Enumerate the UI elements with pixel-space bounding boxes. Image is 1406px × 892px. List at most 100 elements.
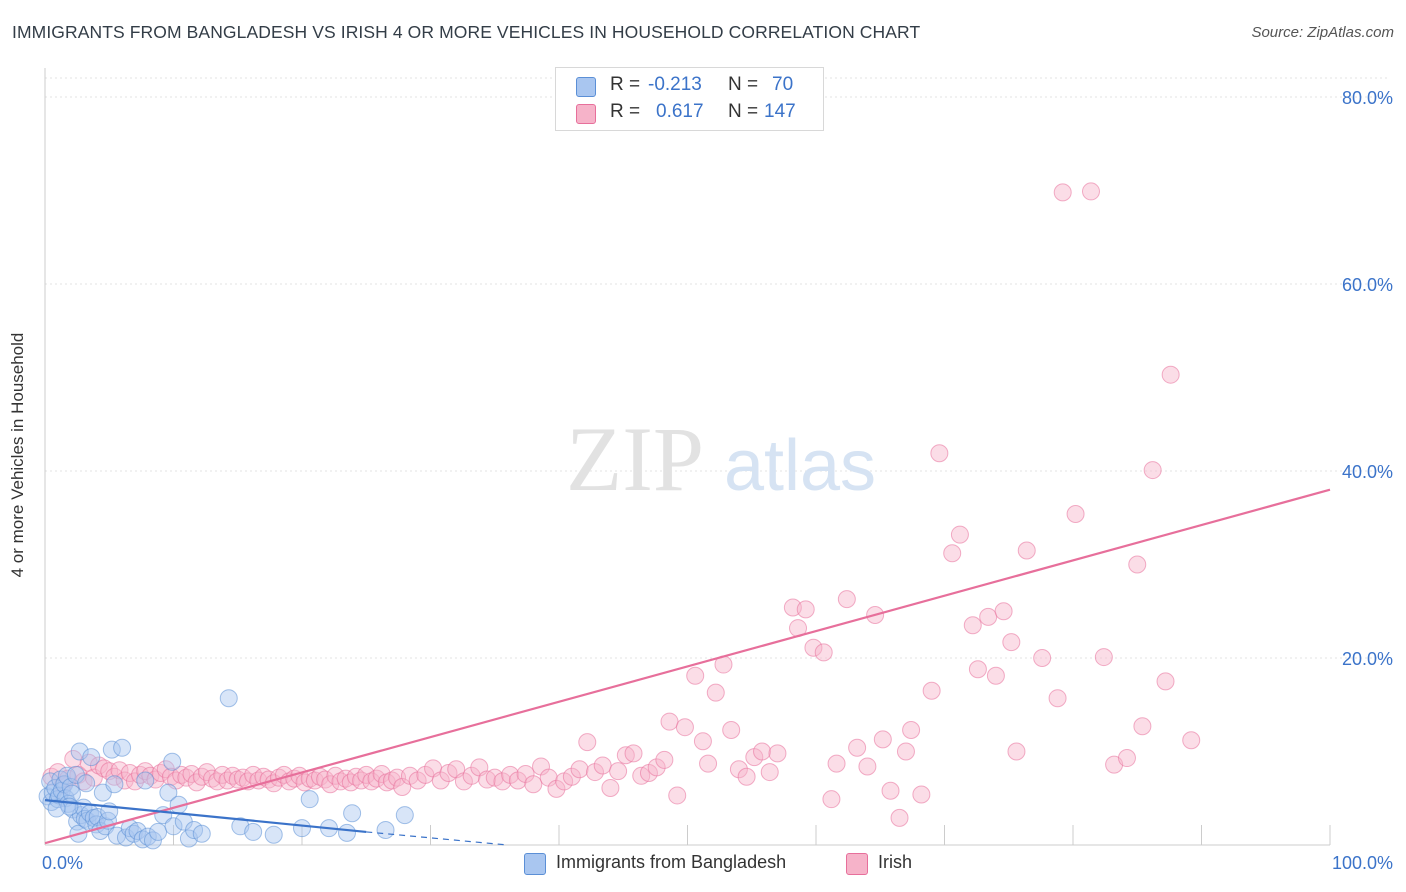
point-irish <box>963 616 982 635</box>
tick-labels: 20.0% 40.0% 60.0% 80.0% 0.0% 100.0% <box>42 88 1393 873</box>
point-irish <box>601 778 620 797</box>
point-irish <box>570 760 589 779</box>
point-bangladesh <box>47 799 66 818</box>
point-irish <box>796 600 815 619</box>
point-irish <box>110 761 129 780</box>
point-irish <box>1002 633 1021 652</box>
point-irish <box>804 638 823 657</box>
point-irish <box>760 763 779 782</box>
point-irish <box>1128 555 1147 574</box>
point-irish <box>624 744 643 763</box>
point-irish <box>968 660 987 679</box>
data-points <box>38 182 1201 850</box>
point-irish <box>578 733 597 752</box>
point-irish <box>693 732 712 751</box>
watermark-atlas: atlas <box>724 426 876 506</box>
point-irish <box>1182 731 1201 750</box>
point-irish <box>372 764 391 783</box>
source-label: Source: ZipAtlas.com <box>1251 24 1394 41</box>
point-irish <box>593 756 612 775</box>
point-irish <box>1033 649 1052 667</box>
point-irish <box>822 790 841 809</box>
point-bangladesh <box>244 822 263 841</box>
point-irish <box>753 742 772 761</box>
point-bangladesh <box>70 742 89 761</box>
point-bangladesh <box>133 830 152 849</box>
trend-line-bangladesh <box>44 799 367 834</box>
point-irish <box>943 544 962 563</box>
point-irish <box>686 666 705 685</box>
point-irish <box>516 764 535 783</box>
point-bangladesh <box>337 823 356 842</box>
correlation-legend: R = -0.213 N = 70 R = 0.617 N = 147 <box>555 67 824 131</box>
point-irish <box>508 771 527 790</box>
point-bangladesh <box>149 822 168 841</box>
point-irish <box>986 666 1005 685</box>
bottom-legend-label-irish: Irish <box>878 852 913 872</box>
point-irish <box>858 757 877 776</box>
point-irish <box>873 730 892 749</box>
point-irish <box>431 771 450 790</box>
point-irish <box>1133 717 1152 736</box>
legend-r-value: -0.213 <box>648 74 702 95</box>
point-irish <box>890 808 909 827</box>
point-irish <box>585 763 604 782</box>
point-irish <box>562 767 581 786</box>
x-tick-label: 0.0% <box>42 853 83 873</box>
point-irish <box>203 769 222 788</box>
point-irish <box>1007 742 1026 761</box>
point-irish <box>675 718 694 737</box>
legend-n-value: 70 <box>772 74 794 95</box>
legend-n-label: N = <box>728 101 759 122</box>
point-irish <box>950 525 969 544</box>
point-irish <box>837 590 856 609</box>
grid-lines <box>45 77 1390 659</box>
point-irish <box>814 643 833 662</box>
point-irish <box>1053 183 1072 202</box>
point-bangladesh <box>163 752 182 771</box>
point-bangladesh <box>164 817 183 836</box>
point-bangladesh <box>300 790 319 809</box>
y-tick-label: 60.0% <box>1342 275 1393 295</box>
watermark: ZIP atlas <box>566 408 876 510</box>
point-irish <box>1081 182 1100 201</box>
point-irish <box>1017 541 1036 560</box>
point-irish <box>1161 365 1180 384</box>
trend-lines <box>44 488 1331 846</box>
legend-r-value: 0.617 <box>656 101 704 122</box>
point-bangladesh <box>376 821 395 840</box>
legend-swatch-irish <box>576 104 596 124</box>
point-bangladesh <box>128 821 147 840</box>
point-irish <box>182 764 201 783</box>
point-irish <box>172 765 191 784</box>
point-irish <box>493 772 512 791</box>
bottom-legend-swatch-bangladesh <box>524 853 546 875</box>
point-irish <box>896 742 915 761</box>
point-irish <box>362 772 381 791</box>
legend-n-value: 147 <box>764 101 796 122</box>
y-tick-label: 20.0% <box>1342 649 1393 669</box>
trend-line-bangladesh-extension <box>366 831 508 846</box>
legend-n-label: N = <box>728 74 759 95</box>
y-tick-label: 80.0% <box>1342 88 1393 108</box>
legend-r-label: R = <box>610 74 641 95</box>
point-irish <box>655 750 674 769</box>
watermark-zip: ZIP <box>566 408 704 510</box>
point-bangladesh <box>192 824 211 843</box>
bottom-legend-swatch-irish <box>846 853 868 875</box>
point-irish <box>881 781 900 800</box>
point-bangladesh <box>88 807 107 826</box>
point-bangladesh <box>105 775 124 794</box>
point-irish <box>722 720 741 739</box>
point-irish <box>768 744 787 763</box>
point-irish <box>1066 505 1085 524</box>
point-irish <box>609 762 628 781</box>
point-irish <box>922 681 941 700</box>
point-irish <box>382 771 401 790</box>
point-irish <box>1143 461 1162 480</box>
point-irish <box>848 738 867 757</box>
point-irish <box>737 767 756 786</box>
chart-title: IMMIGRANTS FROM BANGLADESH VS IRISH 4 OR… <box>12 22 921 42</box>
point-bangladesh <box>77 774 96 793</box>
point-bangladesh <box>143 831 162 850</box>
